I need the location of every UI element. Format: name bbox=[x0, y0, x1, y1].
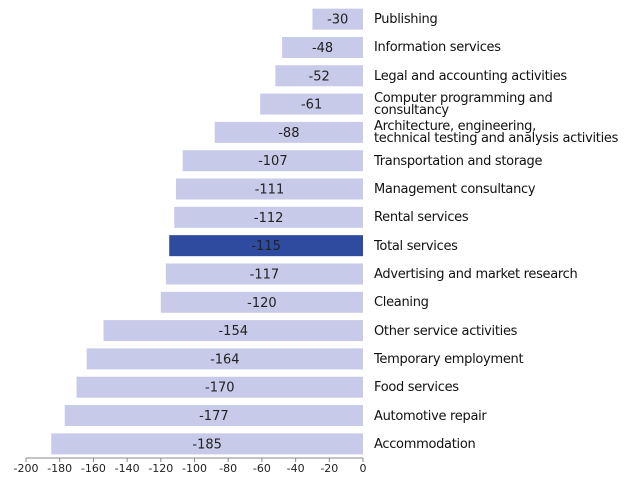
category-label: Publishing bbox=[374, 12, 438, 28]
value-label: -107 bbox=[258, 154, 288, 169]
value-label: -112 bbox=[254, 211, 284, 226]
category-label: Legal and accounting activities bbox=[374, 68, 567, 84]
value-label: -177 bbox=[199, 409, 229, 424]
category-label: Accommodation bbox=[374, 436, 476, 452]
x-tick-label: -180 bbox=[47, 462, 72, 475]
value-label: -185 bbox=[192, 437, 222, 452]
category-label: Management consultancy bbox=[374, 182, 536, 198]
category-label: Total services bbox=[374, 238, 458, 254]
category-label: Advertising and market research bbox=[374, 266, 578, 282]
value-label: -115 bbox=[251, 239, 281, 254]
x-tick-label: -80 bbox=[219, 462, 237, 475]
bar bbox=[275, 65, 363, 87]
bar bbox=[174, 206, 363, 228]
x-tick-label: -200 bbox=[14, 462, 39, 475]
bar bbox=[214, 121, 363, 143]
bar bbox=[282, 36, 363, 58]
x-tick-label: -100 bbox=[182, 462, 207, 475]
value-label: -48 bbox=[312, 41, 333, 56]
bar bbox=[165, 263, 363, 285]
category-label: Rental services bbox=[374, 210, 469, 226]
value-label: -111 bbox=[255, 183, 285, 198]
x-tick-label: -60 bbox=[253, 462, 271, 475]
value-label: -88 bbox=[278, 126, 299, 141]
category-label: Information services bbox=[374, 40, 501, 56]
category-label: Computer programming and consultancy bbox=[374, 91, 553, 119]
bar bbox=[64, 405, 363, 427]
bar bbox=[169, 235, 363, 257]
value-label: -120 bbox=[247, 296, 277, 311]
value-label: -170 bbox=[205, 381, 235, 396]
bar bbox=[76, 376, 364, 398]
x-tick-label: -120 bbox=[148, 462, 173, 475]
bar bbox=[51, 433, 364, 455]
x-tick-label: -20 bbox=[320, 462, 338, 475]
value-label: -30 bbox=[327, 13, 348, 28]
value-label: -52 bbox=[309, 69, 330, 84]
x-tick-label: -160 bbox=[81, 462, 106, 475]
bar bbox=[182, 150, 363, 172]
bar bbox=[86, 348, 363, 370]
value-label: -164 bbox=[210, 352, 240, 367]
category-label: Automotive repair bbox=[374, 408, 487, 424]
value-label: -61 bbox=[301, 98, 322, 113]
category-label: Cleaning bbox=[374, 295, 429, 311]
value-label: -117 bbox=[250, 267, 280, 282]
category-label: Other service activities bbox=[374, 323, 518, 339]
x-tick-label: -140 bbox=[115, 462, 140, 475]
category-label: Architecture, engineering, technical tes… bbox=[374, 119, 619, 147]
category-label: Transportation and storage bbox=[374, 153, 543, 169]
category-label: Food services bbox=[374, 380, 459, 396]
bar bbox=[103, 320, 363, 342]
x-tick-label: -40 bbox=[287, 462, 305, 475]
value-label: -154 bbox=[218, 324, 248, 339]
x-tick-label: 0 bbox=[360, 462, 367, 475]
bar bbox=[260, 93, 363, 115]
category-label: Temporary employment bbox=[374, 351, 524, 367]
bar bbox=[160, 291, 363, 313]
bar bbox=[312, 8, 363, 30]
bar bbox=[175, 178, 363, 200]
